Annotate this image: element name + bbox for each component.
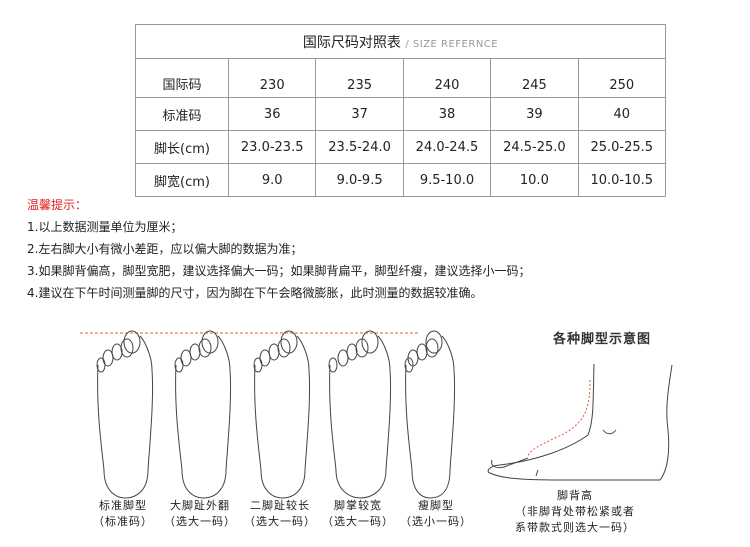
- foot-caption: 标准脚型 （标准码）: [88, 498, 158, 530]
- foot-outline-icon: [253, 330, 311, 499]
- instep-advice-1: （非脚背处带松紧或者: [515, 505, 635, 518]
- foot-advice: （选大一码）: [322, 515, 394, 528]
- row-label: 脚长(cm): [135, 130, 229, 164]
- row-label: 标准码: [135, 97, 229, 131]
- foot-type: 瘦脚型: [418, 499, 454, 512]
- foot-caption: 二脚趾较长 （选大一码）: [240, 498, 320, 530]
- cell: 10.0-10.5: [577, 163, 667, 197]
- cell: 9.0: [227, 163, 317, 197]
- title-subtitle: / SIZE REFERNCE: [405, 38, 499, 50]
- foot-caption: 脚掌较宽 （选大一码）: [318, 498, 398, 530]
- instep-advice-2: 系带款式则选大一码）: [515, 521, 635, 534]
- foot-outline-icon: [404, 330, 456, 499]
- foot-type: 标准脚型: [99, 499, 147, 512]
- foot-outline-icon: [174, 330, 232, 499]
- size-table: 国际尺码对照表 / SIZE REFERNCE 国际码 230 235 240 …: [135, 24, 667, 197]
- cell: 23.0-23.5: [227, 130, 317, 164]
- row-label: 脚宽(cm): [135, 163, 229, 197]
- foot-advice: （选小一码）: [400, 515, 472, 528]
- cell: 235: [315, 58, 404, 98]
- cell: 240: [402, 58, 492, 98]
- foot-caption: 瘦脚型 （选小一码）: [396, 498, 476, 530]
- cell: 39: [490, 97, 579, 131]
- cell: 38: [402, 97, 492, 131]
- foot-type: 脚掌较宽: [334, 499, 382, 512]
- table-row: 标准码 36 37 38 39 40: [135, 97, 667, 131]
- cell: 23.5-24.0: [315, 130, 404, 164]
- foot-diagrams: [80, 330, 673, 499]
- cell: 25.0-25.5: [577, 130, 667, 164]
- tips-section: 温馨提示： 1.以上数据测量单位为厘米； 2.左右脚大小有微小差距，应以偏大脚的…: [27, 194, 530, 304]
- instep-caption: 脚背高 （非脚背处带松紧或者 系带款式则选大一码）: [500, 488, 650, 536]
- tip-line: 3.如果脚背偏高，脚型宽肥，建议选择偏大一码；如果脚背扁平，脚型纤瘦，建议选择小…: [27, 264, 531, 278]
- title-text: 国际尺码对照表: [302, 34, 401, 51]
- table-row: 脚长(cm) 23.0-23.5 23.5-24.0 24.0-24.5 24.…: [135, 130, 667, 164]
- foot-type: 二脚趾较长: [250, 499, 310, 512]
- foot-outline-icon: [328, 330, 392, 499]
- diagram-title: 各种脚型示意图: [553, 332, 652, 347]
- cell: 245: [490, 58, 579, 98]
- tips-heading: 温馨提示：: [27, 198, 88, 212]
- foot-caption: 大脚趾外翻 （选大一码）: [160, 498, 240, 530]
- cell: 9.5-10.0: [402, 163, 492, 197]
- tip-line: 4.建议在下午时间测量脚的尺寸，因为脚在下午会略微膨胀，此时测量的数据较准确。: [27, 286, 483, 300]
- foot-advice: （选大一码）: [244, 515, 316, 528]
- table-title: 国际尺码对照表 / SIZE REFERNCE: [135, 24, 666, 59]
- cell: 24.5-25.0: [490, 130, 579, 164]
- foot-outline-icon: [96, 330, 154, 499]
- cell: 40: [577, 97, 667, 131]
- tip-line: 2.左右脚大小有微小差距，应以偏大脚的数据为准；: [27, 242, 303, 256]
- side-foot-icon: [487, 363, 673, 481]
- foot-advice: （标准码）: [93, 515, 153, 528]
- cell: 230: [227, 58, 317, 98]
- cell: 250: [577, 58, 667, 98]
- cell: 9.0-9.5: [315, 163, 404, 197]
- cell: 24.0-24.5: [402, 130, 492, 164]
- cell: 36: [227, 97, 317, 131]
- table-row: 国际码 230 235 240 245 250: [135, 58, 667, 98]
- row-label: 国际码: [135, 58, 229, 98]
- tip-line: 1.以上数据测量单位为厘米；: [27, 220, 183, 234]
- foot-type: 大脚趾外翻: [170, 499, 230, 512]
- cell: 10.0: [490, 163, 579, 197]
- foot-advice: （选大一码）: [164, 515, 236, 528]
- table-row: 脚宽(cm) 9.0 9.0-9.5 9.5-10.0 10.0 10.0-10…: [135, 163, 667, 197]
- instep-title: 脚背高: [557, 489, 593, 502]
- cell: 37: [315, 97, 404, 131]
